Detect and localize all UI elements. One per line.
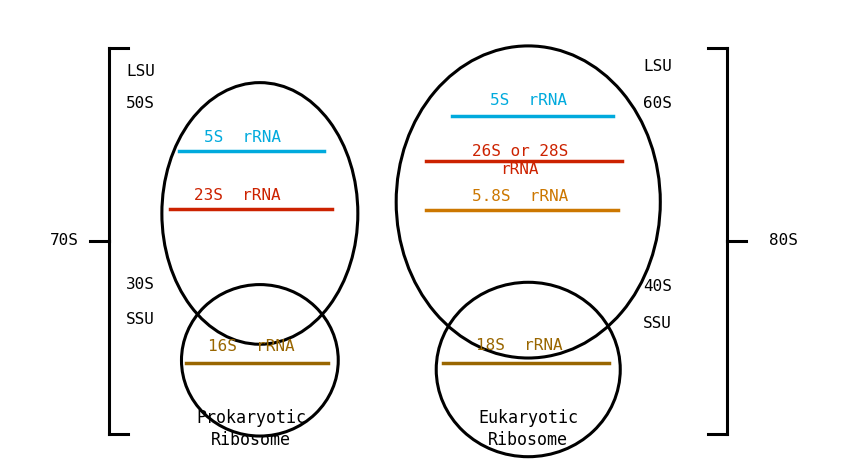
Text: LSU: LSU (126, 64, 155, 78)
Text: SSU: SSU (643, 316, 672, 331)
Text: 26S or 28S: 26S or 28S (472, 144, 567, 159)
Text: 23S  rRNA: 23S rRNA (193, 188, 280, 202)
Text: 40S: 40S (643, 280, 672, 294)
Text: Prokaryotic: Prokaryotic (196, 409, 307, 427)
Text: 30S: 30S (126, 277, 155, 292)
Text: 16S  rRNA: 16S rRNA (208, 339, 295, 354)
Text: 50S: 50S (126, 96, 155, 111)
Text: Ribosome: Ribosome (211, 431, 291, 449)
Text: 18S  rRNA: 18S rRNA (476, 338, 563, 353)
Text: rRNA: rRNA (500, 162, 539, 177)
Text: 5S  rRNA: 5S rRNA (490, 94, 567, 108)
Text: Ribosome: Ribosome (488, 431, 568, 449)
Text: 60S: 60S (643, 96, 672, 111)
Text: LSU: LSU (643, 59, 672, 74)
Text: 70S: 70S (49, 234, 78, 248)
Text: 80S: 80S (769, 234, 798, 248)
Text: Eukaryotic: Eukaryotic (478, 409, 579, 427)
Text: SSU: SSU (126, 312, 155, 326)
Text: 5S  rRNA: 5S rRNA (204, 130, 281, 145)
Text: 5.8S  rRNA: 5.8S rRNA (472, 189, 567, 204)
